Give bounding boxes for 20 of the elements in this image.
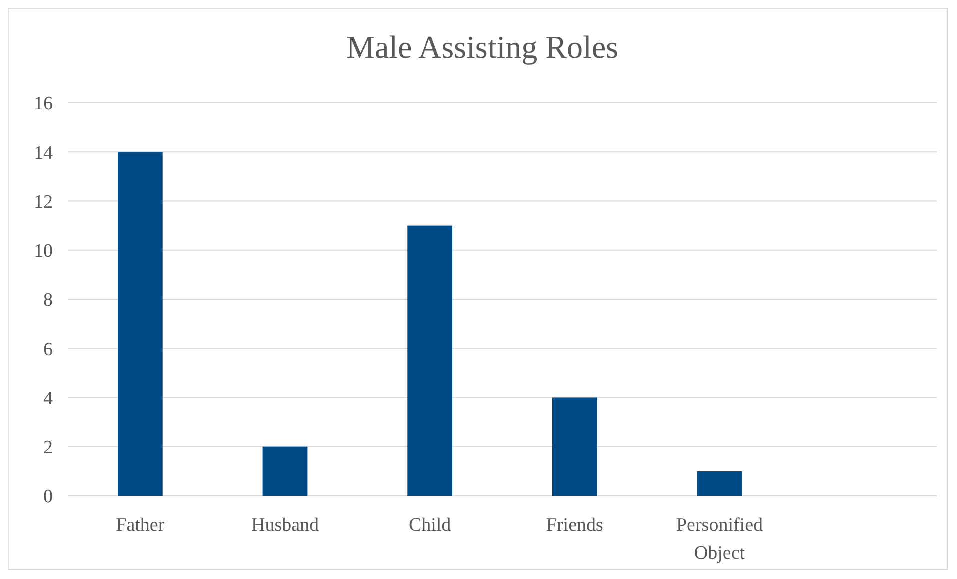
bar bbox=[118, 152, 163, 496]
bar bbox=[697, 471, 742, 496]
y-tick-label: 10 bbox=[34, 241, 53, 262]
x-tick-label: Friends bbox=[546, 515, 604, 536]
y-tick-label: 6 bbox=[44, 339, 53, 360]
chart-title: Male Assisting Roles bbox=[346, 29, 619, 65]
x-tick-label: Husband bbox=[251, 515, 320, 536]
y-tick-label: 2 bbox=[44, 438, 53, 459]
y-tick-label: 0 bbox=[44, 486, 53, 508]
y-tick-label: 4 bbox=[44, 388, 54, 410]
x-tick-label: Father bbox=[116, 515, 166, 536]
y-tick-label: 8 bbox=[44, 290, 53, 312]
y-tick-label: 14 bbox=[34, 142, 54, 164]
x-tick-label: Child bbox=[408, 515, 452, 536]
bar bbox=[408, 226, 453, 496]
y-tick-label: 12 bbox=[34, 192, 53, 213]
y-tick-label: 16 bbox=[34, 94, 53, 115]
bar bbox=[262, 446, 308, 496]
bar bbox=[552, 398, 598, 496]
x-tick-label: Personified Object bbox=[676, 515, 764, 564]
